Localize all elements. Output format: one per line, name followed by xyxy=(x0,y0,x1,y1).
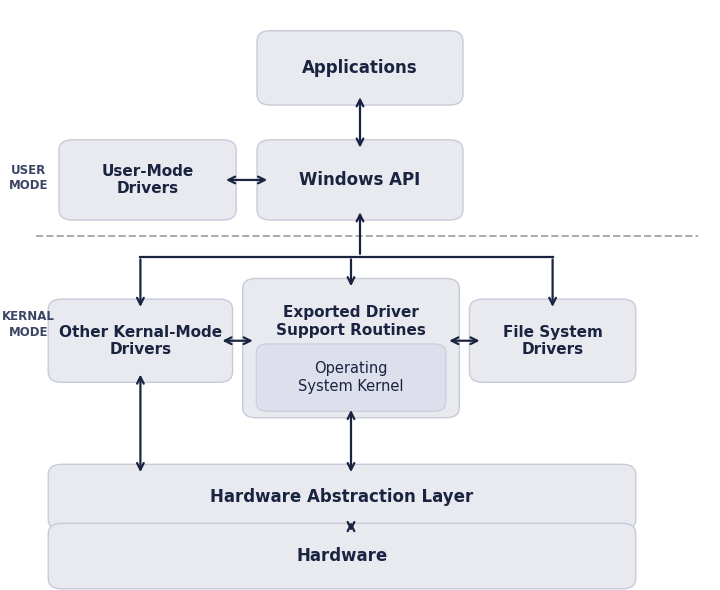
Text: Hardware Abstraction Layer: Hardware Abstraction Layer xyxy=(210,488,474,506)
Text: KERNAL
MODE: KERNAL MODE xyxy=(2,310,55,339)
Text: Hardware: Hardware xyxy=(297,547,387,565)
FancyBboxPatch shape xyxy=(256,344,446,411)
Text: USER
MODE: USER MODE xyxy=(9,164,48,192)
Text: User-Mode
Drivers: User-Mode Drivers xyxy=(102,164,194,196)
Text: Other Kernal-Mode
Drivers: Other Kernal-Mode Drivers xyxy=(59,324,222,357)
FancyBboxPatch shape xyxy=(257,31,463,105)
FancyBboxPatch shape xyxy=(48,299,233,382)
FancyBboxPatch shape xyxy=(48,523,636,589)
FancyBboxPatch shape xyxy=(243,278,459,418)
Text: Operating
System Kernel: Operating System Kernel xyxy=(298,362,404,394)
FancyBboxPatch shape xyxy=(469,299,636,382)
Text: Applications: Applications xyxy=(302,59,418,77)
Text: Exported Driver
Support Routines: Exported Driver Support Routines xyxy=(276,306,426,337)
Text: Windows API: Windows API xyxy=(300,171,420,189)
Text: File System
Drivers: File System Drivers xyxy=(503,324,603,357)
FancyBboxPatch shape xyxy=(59,140,236,220)
FancyBboxPatch shape xyxy=(257,140,463,220)
FancyBboxPatch shape xyxy=(48,464,636,530)
